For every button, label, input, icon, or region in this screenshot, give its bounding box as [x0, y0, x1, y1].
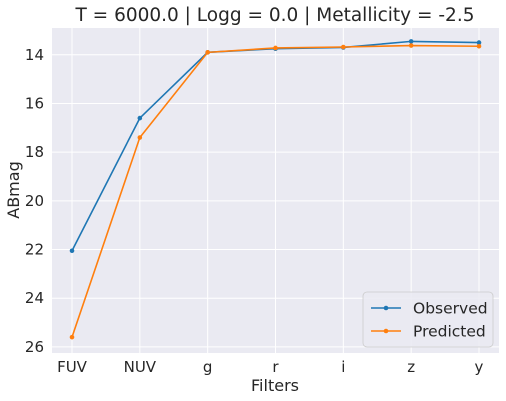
legend-label: Observed [413, 300, 488, 318]
x-axis-label: Filters [251, 376, 299, 395]
y-tick-label: 20 [25, 192, 44, 210]
data-point [137, 135, 143, 140]
x-tick-label: r [272, 358, 279, 376]
grid [52, 28, 499, 353]
data-point [408, 43, 414, 48]
data-point [341, 44, 346, 50]
y-tick-label: 18 [25, 143, 44, 161]
legend-marker [383, 305, 389, 311]
series-layer [69, 39, 482, 340]
legend-label: Predicted [413, 323, 486, 341]
data-point [273, 45, 278, 51]
data-point [476, 40, 482, 45]
x-tick-label: y [475, 358, 484, 376]
y-tick-label: 16 [25, 94, 44, 112]
legend: Observed Predicted [362, 291, 494, 348]
y-tick-label: 22 [25, 241, 44, 259]
y-tick-label: 14 [25, 46, 44, 64]
x-tick-label: g [203, 358, 213, 376]
legend-box [362, 291, 494, 348]
y-tick-label: 24 [25, 289, 44, 307]
data-point [137, 115, 143, 121]
y-axis-label: ABmag [4, 161, 23, 218]
chart-title: T = 6000.0 | Logg = 0.0 | Metallicity = … [75, 5, 475, 26]
x-tick-label: NUV [124, 358, 157, 376]
x-tick-label: i [341, 358, 345, 376]
data-point [205, 50, 210, 55]
y-tick-label: 26 [25, 338, 44, 356]
x-tick-label: z [407, 358, 415, 376]
data-point [408, 39, 414, 44]
tick-labels: FUV NUV g r i z y 14 16 18 20 22 24 26 [25, 46, 484, 376]
legend-marker [383, 328, 389, 334]
data-point [69, 248, 75, 254]
data-point [476, 43, 482, 49]
x-tick-label: FUV [57, 358, 88, 376]
data-point [69, 334, 75, 340]
